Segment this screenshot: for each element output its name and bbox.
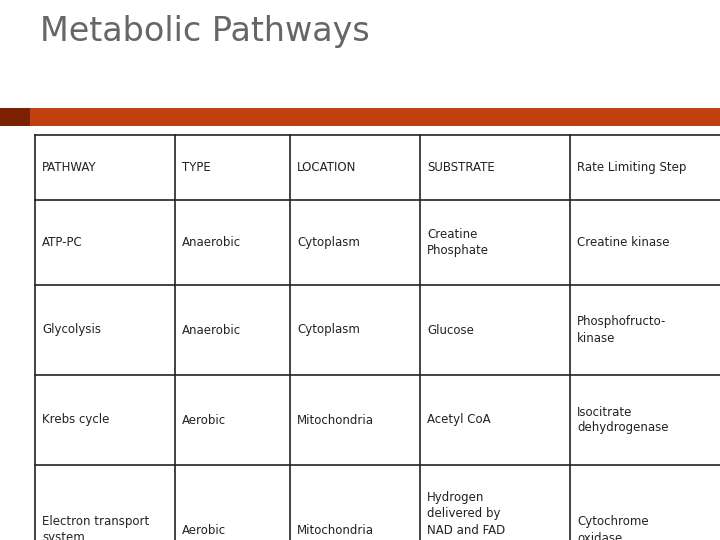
Text: Cytochrome
oxidase: Cytochrome oxidase <box>577 516 649 540</box>
Text: Rate Limiting Step: Rate Limiting Step <box>577 161 686 174</box>
Bar <box>0 108 30 126</box>
Text: Electron transport
system: Electron transport system <box>42 516 149 540</box>
Text: Creatine kinase: Creatine kinase <box>577 236 670 249</box>
Text: Anaerobic: Anaerobic <box>182 236 241 249</box>
Bar <box>30 108 720 126</box>
Text: Metabolic Pathways: Metabolic Pathways <box>40 15 370 48</box>
Text: Glycolysis: Glycolysis <box>42 323 101 336</box>
Text: ATP-PC: ATP-PC <box>42 236 83 249</box>
Text: Mitochondria: Mitochondria <box>297 414 374 427</box>
Text: TYPE: TYPE <box>182 161 211 174</box>
Text: Creatine
Phosphate: Creatine Phosphate <box>427 228 489 257</box>
Text: LOCATION: LOCATION <box>297 161 356 174</box>
Text: Aerobic: Aerobic <box>182 523 226 537</box>
Text: Aerobic: Aerobic <box>182 414 226 427</box>
Text: Hydrogen
delivered by
NAD and FAD
for oxidative
phosphorylation: Hydrogen delivered by NAD and FAD for ox… <box>427 491 523 540</box>
Text: Acetyl CoA: Acetyl CoA <box>427 414 490 427</box>
Text: Krebs cycle: Krebs cycle <box>42 414 109 427</box>
Text: SUBSTRATE: SUBSTRATE <box>427 161 495 174</box>
Text: Cytoplasm: Cytoplasm <box>297 236 360 249</box>
Text: Cytoplasm: Cytoplasm <box>297 323 360 336</box>
Text: Anaerobic: Anaerobic <box>182 323 241 336</box>
Text: Glucose: Glucose <box>427 323 474 336</box>
Text: Isocitrate
dehydrogenase: Isocitrate dehydrogenase <box>577 406 668 435</box>
Text: PATHWAY: PATHWAY <box>42 161 96 174</box>
Text: Mitochondria: Mitochondria <box>297 523 374 537</box>
Text: Phosphofructo-
kinase: Phosphofructo- kinase <box>577 315 667 345</box>
